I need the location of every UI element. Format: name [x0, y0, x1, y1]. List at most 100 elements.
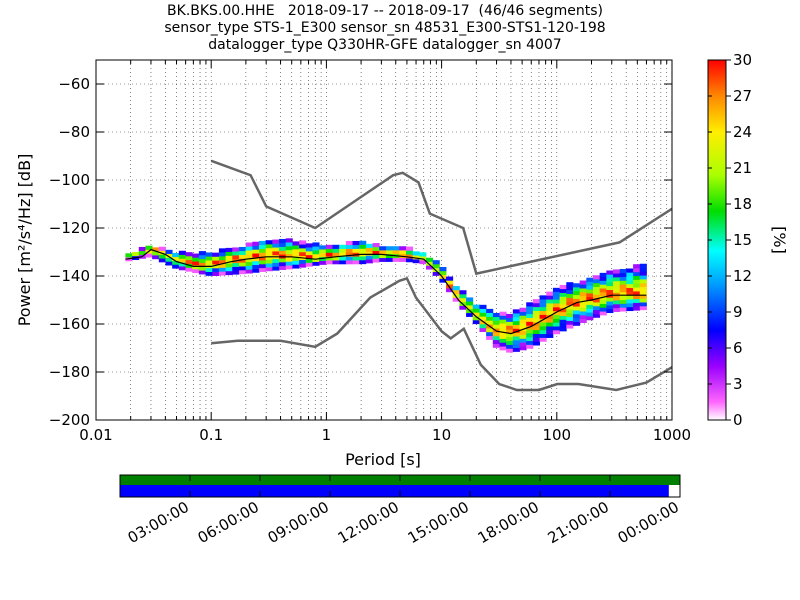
ppsd-cell — [138, 246, 146, 252]
ppsd-cell — [185, 259, 193, 264]
ppsd-cell — [519, 342, 527, 347]
ppsd-cell — [225, 267, 233, 272]
ppsd-cell — [172, 260, 180, 265]
ppsd-cell — [212, 268, 220, 273]
ppsd-cell — [432, 267, 440, 273]
ppsd-cell — [579, 295, 587, 300]
ppsd-cell — [579, 315, 587, 320]
ppsd-cell — [599, 295, 607, 301]
ppsd-cell — [506, 336, 514, 342]
ppsd-cell — [165, 253, 173, 258]
ppsd-cell — [639, 271, 647, 276]
ppsd-cell — [599, 307, 607, 312]
ppsd-cell — [639, 263, 647, 268]
ppsd-cell — [359, 256, 367, 261]
ppsd-cell — [352, 240, 360, 246]
ppsd-cell — [626, 291, 634, 296]
ppsd-cell — [532, 325, 540, 331]
x-tick-label: 0.1 — [199, 426, 223, 444]
ppsd-cell — [579, 311, 587, 316]
x-tick-label: 0.01 — [79, 426, 112, 444]
ppsd-cell — [172, 256, 180, 261]
ppsd-cell — [259, 252, 267, 257]
ppsd-cell — [619, 303, 627, 308]
ppsd-cell — [352, 256, 360, 261]
ppsd-cell — [486, 335, 494, 340]
ppsd-cell — [365, 255, 373, 260]
colorbar-tick-label: 3 — [733, 375, 743, 393]
y-tick-label: −200 — [49, 411, 90, 429]
ppsd-cell — [312, 246, 320, 251]
ppsd-cell — [225, 255, 233, 260]
ppsd-cell — [459, 294, 467, 299]
ppsd-cell — [312, 253, 320, 259]
ppsd-cell — [379, 250, 387, 255]
ppsd-cell — [579, 292, 587, 297]
ppsd-cell — [546, 303, 554, 308]
ppsd-cell — [606, 305, 614, 310]
ppsd-cell — [332, 244, 340, 249]
ppsd-cell — [486, 312, 494, 317]
ppsd-cell — [132, 252, 140, 257]
ppsd-cell — [185, 252, 193, 257]
ppsd-cell — [512, 340, 520, 345]
ppsd-cell — [579, 284, 587, 289]
ppsd-cell — [138, 250, 146, 255]
ppsd-cell — [593, 275, 601, 280]
y-tick-label: −100 — [49, 171, 90, 189]
ppsd-cell — [299, 259, 307, 264]
ppsd-cell — [392, 250, 400, 255]
ppsd-cell — [332, 260, 340, 265]
ppsd-cell — [312, 250, 320, 255]
ppsd-cell — [492, 343, 500, 348]
ppsd-cell — [238, 254, 247, 259]
y-axis: −60 −80 −100 −120 −140 −160 −180 −200 — [49, 75, 672, 429]
ppsd-cell — [626, 280, 634, 285]
ppsd-cell — [619, 272, 627, 277]
ppsd-cell — [526, 313, 534, 318]
ppsd-cell — [593, 302, 601, 307]
ppsd-cell — [552, 310, 561, 316]
ppsd-cell — [232, 255, 240, 260]
ppsd-cell — [559, 292, 567, 297]
ppsd-cell — [546, 299, 554, 304]
colorbar-label: [%] — [770, 226, 789, 254]
ppsd-cell — [626, 287, 634, 292]
ppsd-cell — [225, 263, 233, 268]
ppsd-cell — [305, 251, 313, 256]
ppsd-cell — [472, 319, 480, 325]
ppsd-cell — [619, 292, 627, 297]
ppsd-cell — [633, 291, 641, 296]
ppsd-cell — [125, 253, 133, 258]
ppsd-cell — [212, 260, 220, 265]
ppsd-cell — [285, 246, 293, 251]
ppsd-cell — [305, 258, 313, 263]
timeline-tick-label: 15:00:00 — [405, 498, 472, 547]
ppsd-cell — [446, 280, 454, 285]
ppsd-cell — [218, 256, 227, 261]
ppsd-cell — [472, 304, 480, 309]
ppsd-cell — [519, 307, 527, 312]
ppsd-cell — [218, 271, 227, 276]
ppsd-cell — [319, 253, 327, 258]
y-axis-label: Power [m²/s⁴/Hz] [dB] — [15, 154, 34, 327]
ppsd-cell — [566, 289, 574, 295]
ppsd-cell — [432, 260, 440, 265]
ppsd-cell — [238, 250, 247, 255]
ppsd-cell — [593, 313, 601, 318]
ppsd-cell — [506, 333, 514, 338]
ppsd-cell — [532, 329, 540, 334]
ppsd-cell — [539, 337, 547, 342]
ppsd-cell — [626, 283, 634, 289]
ppsd-cell — [325, 252, 333, 257]
ppsd-cell — [559, 311, 567, 316]
ppsd-cell — [586, 293, 594, 298]
ppsd-cell — [606, 282, 614, 287]
ppsd-cell — [626, 268, 634, 273]
ppsd-cell — [619, 268, 627, 274]
ppsd-cell — [559, 308, 567, 313]
ppsd-cell — [506, 313, 514, 319]
ppsd-cell — [512, 332, 520, 337]
ppsd-cell — [566, 286, 574, 291]
